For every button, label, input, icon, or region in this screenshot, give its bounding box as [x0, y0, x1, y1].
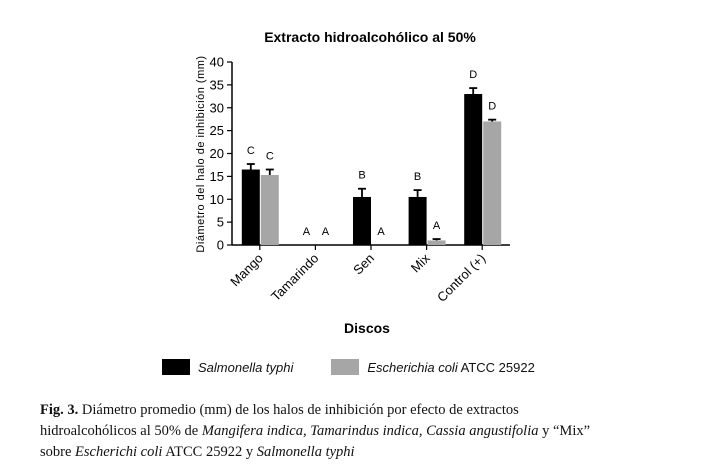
y-axis-label: Diámetro del halo de inhibición (mm): [195, 55, 207, 252]
significance-letter: C: [247, 145, 255, 157]
x-tick-label: Tamarindo: [268, 251, 322, 305]
x-tick-label: Mango: [227, 251, 266, 290]
significance-letter: A: [322, 226, 330, 238]
bar: [483, 121, 502, 245]
legend: Salmonella typhi Escherichia coli ATCC 2…: [162, 356, 573, 378]
y-tick-label: 15: [210, 169, 224, 184]
bar: [353, 196, 371, 245]
significance-letter: D: [469, 69, 477, 81]
significance-letter: A: [303, 226, 311, 238]
y-tick-label: 35: [210, 77, 224, 92]
significance-letter: A: [377, 226, 385, 238]
caption-line-2: hidroalcohólicos al 50% de Mangifera ind…: [40, 423, 591, 439]
y-tick-label: 25: [210, 123, 224, 138]
legend-label-salmonella: Salmonella typhi: [198, 359, 294, 375]
legend-swatch-gray: [331, 359, 360, 375]
chart-title: Extracto hidroalcohólico al 50%: [264, 29, 476, 45]
bar-chart: Extracto hidroalcohólico al 50% Diámetro…: [195, 29, 510, 336]
legend-item-salmonella: Salmonella typhi: [162, 359, 293, 375]
legend-label-ecoli: Escherichia coli ATCC 25922: [367, 359, 535, 375]
y-tick-label: 20: [210, 146, 224, 161]
y-tick-label: 40: [210, 55, 224, 70]
significance-letter: B: [358, 170, 365, 182]
x-tick-label: Sen: [350, 251, 377, 278]
x-tick-label: Mix: [408, 250, 433, 275]
caption-label: Fig. 3.: [40, 402, 79, 418]
caption-line-3: sobre Escherichi coli ATCC 25922 y Salmo…: [40, 444, 355, 460]
y-tick-label: 0: [217, 238, 224, 253]
significance-letter: B: [414, 171, 421, 183]
y-tick-label: 5: [217, 215, 224, 230]
bar: [427, 240, 446, 245]
significance-letter: D: [488, 101, 496, 113]
x-axis-label: Discos: [344, 320, 390, 336]
legend-item-ecoli: Escherichia coli ATCC 25922: [331, 359, 535, 375]
figure-caption: Fig. 3. Diámetro promedio (mm) de los ha…: [40, 400, 690, 463]
legend-swatch-black: [162, 359, 190, 375]
bar: [464, 94, 483, 246]
caption-line-1: Fig. 3. Diámetro promedio (mm) de los ha…: [40, 402, 519, 418]
significance-letter: C: [266, 151, 274, 163]
bar: [408, 196, 427, 245]
significance-letter: A: [433, 220, 441, 232]
bar: [260, 175, 279, 245]
y-tick-label: 10: [210, 192, 224, 207]
y-tick-label: 30: [210, 100, 224, 115]
x-tick-label: Control (+): [434, 251, 488, 305]
bar: [241, 169, 260, 245]
